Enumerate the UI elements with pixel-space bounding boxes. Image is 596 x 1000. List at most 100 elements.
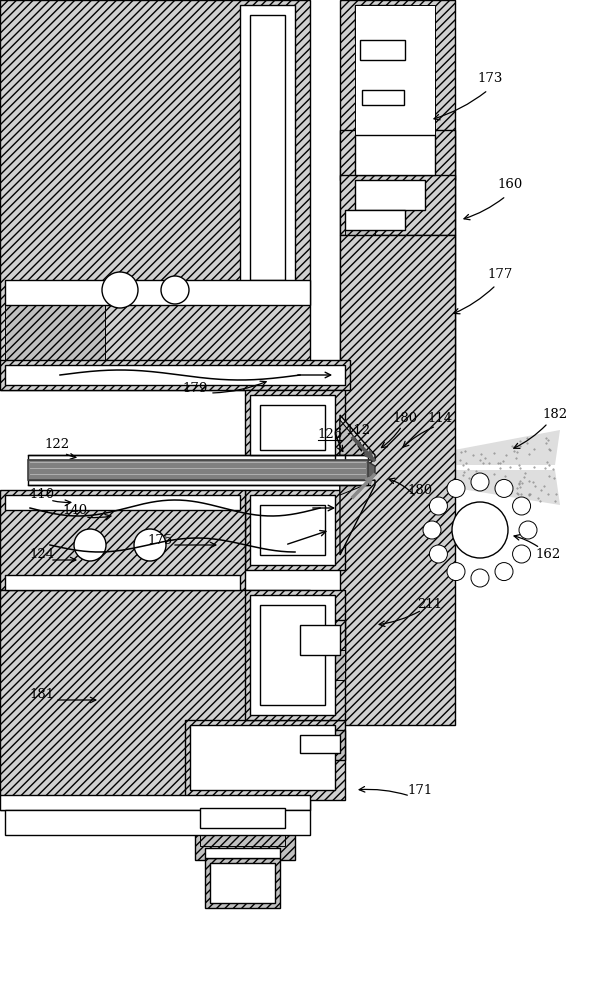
Bar (28, 480, 368, 485)
Circle shape (447, 479, 465, 497)
Bar (362, 105, 404, 130)
Bar (5, 810, 310, 835)
Bar (195, 800, 295, 860)
Bar (295, 730, 345, 760)
Text: 175: 175 (147, 534, 173, 546)
Circle shape (513, 497, 530, 515)
Text: 124: 124 (29, 548, 55, 562)
Circle shape (430, 497, 448, 515)
Polygon shape (340, 475, 365, 495)
Polygon shape (365, 460, 375, 480)
Circle shape (447, 563, 465, 581)
Circle shape (471, 569, 489, 587)
Bar (305, 650, 345, 680)
Circle shape (495, 563, 513, 581)
Text: 122: 122 (45, 438, 70, 452)
Bar (205, 848, 280, 858)
Bar (255, 400, 330, 455)
Bar (260, 405, 325, 450)
Bar (190, 725, 335, 790)
Circle shape (430, 545, 448, 563)
Bar (245, 590, 345, 720)
Bar (360, 40, 405, 60)
Bar (300, 625, 340, 655)
Bar (345, 210, 405, 230)
Circle shape (519, 521, 537, 539)
Circle shape (74, 529, 106, 561)
Bar (250, 495, 335, 565)
Bar (245, 490, 345, 570)
Bar (295, 620, 345, 660)
Bar (5, 365, 345, 385)
Text: 177: 177 (488, 268, 513, 282)
Text: 112: 112 (346, 424, 371, 436)
Bar (300, 735, 340, 753)
Bar (28, 460, 368, 480)
Bar (340, 0, 455, 380)
Text: 211: 211 (417, 598, 443, 611)
Polygon shape (340, 415, 375, 460)
Circle shape (423, 521, 441, 539)
Circle shape (471, 473, 489, 491)
Bar (195, 730, 325, 785)
Circle shape (102, 272, 138, 308)
Bar (245, 390, 345, 460)
Circle shape (495, 479, 513, 497)
Bar (360, 60, 405, 90)
Bar (335, 455, 345, 465)
Bar (355, 5, 410, 40)
Text: 140: 140 (63, 504, 88, 516)
Bar (362, 90, 404, 105)
Bar (5, 575, 240, 590)
Text: 181: 181 (29, 688, 55, 702)
Bar (340, 235, 455, 725)
Polygon shape (375, 430, 560, 465)
Bar (335, 465, 345, 475)
Text: 110: 110 (29, 488, 55, 502)
Bar (185, 720, 345, 800)
Text: 182: 182 (542, 408, 567, 422)
Bar (250, 395, 335, 455)
Bar (5, 495, 240, 510)
Circle shape (452, 502, 508, 558)
Bar (0, 795, 310, 810)
Bar (250, 15, 285, 280)
Text: 179: 179 (182, 381, 207, 394)
Text: 180: 180 (408, 484, 433, 496)
Bar (0, 0, 310, 390)
Text: 126: 126 (318, 428, 343, 442)
Bar (250, 595, 335, 715)
Bar (210, 863, 275, 903)
Bar (255, 500, 330, 560)
Text: 160: 160 (498, 178, 523, 192)
Bar (205, 858, 280, 908)
Bar (240, 5, 295, 285)
Bar (355, 5, 435, 165)
Circle shape (134, 529, 166, 561)
Bar (340, 175, 455, 235)
Polygon shape (375, 470, 560, 505)
Text: 173: 173 (477, 72, 502, 85)
Text: 162: 162 (535, 548, 561, 562)
Polygon shape (340, 480, 375, 555)
Bar (28, 455, 368, 460)
Bar (345, 230, 375, 250)
Bar (255, 600, 330, 710)
Circle shape (513, 545, 530, 563)
Text: 180: 180 (392, 412, 418, 424)
Bar (200, 808, 285, 828)
Bar (245, 10, 290, 285)
Bar (355, 135, 435, 175)
Polygon shape (340, 420, 365, 460)
Circle shape (161, 276, 189, 304)
Bar (355, 180, 425, 210)
Text: 114: 114 (427, 412, 452, 424)
Bar (340, 130, 455, 180)
Bar (260, 505, 325, 555)
Text: 171: 171 (408, 784, 433, 796)
Bar (0, 590, 310, 810)
Bar (0, 360, 350, 390)
Bar (5, 280, 310, 305)
Bar (0, 490, 245, 590)
Bar (200, 828, 285, 846)
